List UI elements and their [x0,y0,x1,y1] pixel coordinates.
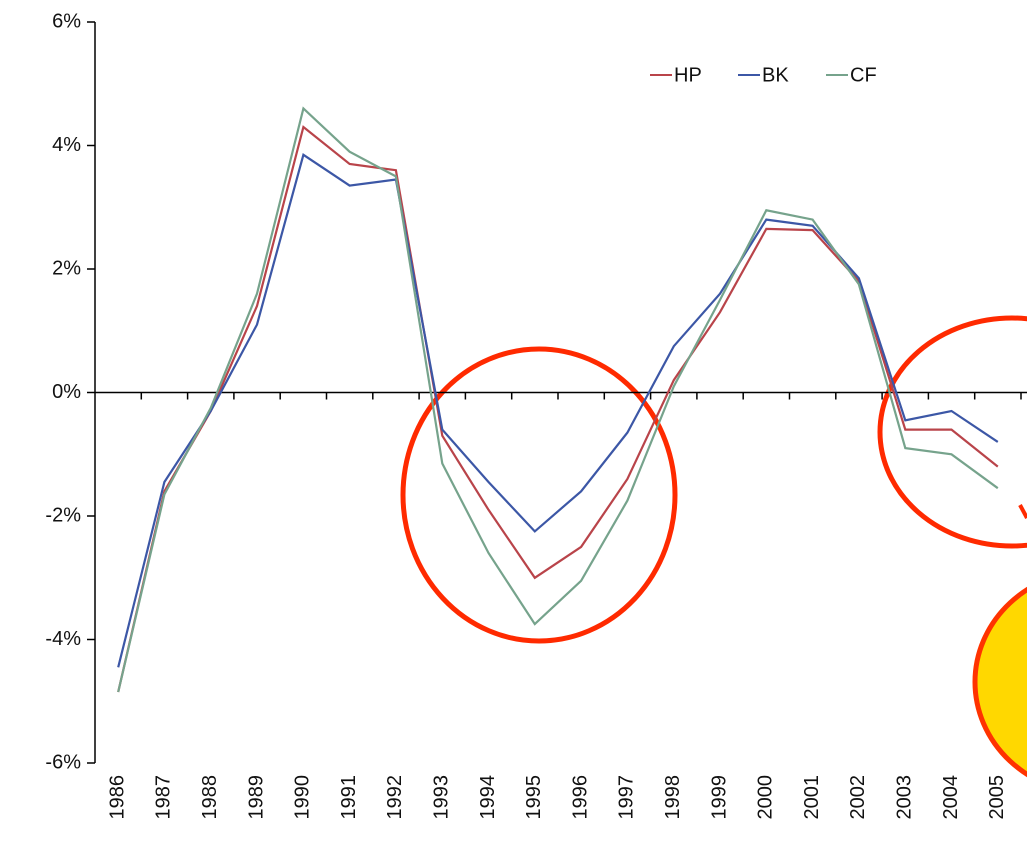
x-tick-label: 2002 [847,775,869,820]
y-tick-label: 0% [52,381,81,403]
x-tick-label: 2001 [801,775,823,820]
x-tick-label: 1990 [292,775,314,820]
x-tick-label: 1995 [523,775,545,820]
x-tick-label: 1992 [384,775,406,820]
x-tick-label: 1986 [106,775,128,820]
callout-pointer [1018,504,1027,519]
x-tick-label: 1994 [477,775,499,820]
series-line [117,125,999,693]
legend-label: BK [762,64,789,86]
x-tick-label: 1993 [431,775,453,820]
y-tick-label: 6% [52,10,81,32]
y-tick-label: 2% [52,257,81,279]
x-tick-label: 1991 [338,775,360,820]
y-tick-label: -4% [45,628,81,650]
y-tick-label: -2% [45,504,81,526]
callout-bubble [972,586,1027,778]
x-tick-label: 1988 [199,775,221,820]
legend-label: CF [850,64,877,86]
x-tick-label: 1998 [662,775,684,820]
highlight-circle [877,315,1027,549]
x-tick-label: 1999 [708,775,730,820]
series-line [117,106,999,693]
x-tick-label: 2000 [755,775,777,820]
series-line [117,153,999,668]
legend-label: HP [674,64,702,86]
x-tick-label: 1989 [245,775,267,820]
x-tick-label: 2003 [894,775,916,820]
highlight-circle [400,346,678,644]
x-tick-label: 2004 [940,775,962,820]
y-tick-label: 4% [52,134,81,156]
x-tick-label: 1997 [616,775,638,820]
y-tick-label: -6% [45,751,81,773]
x-tick-label: 1987 [153,775,175,820]
x-tick-label: 2005 [986,775,1008,820]
x-tick-label: 1996 [569,775,591,820]
